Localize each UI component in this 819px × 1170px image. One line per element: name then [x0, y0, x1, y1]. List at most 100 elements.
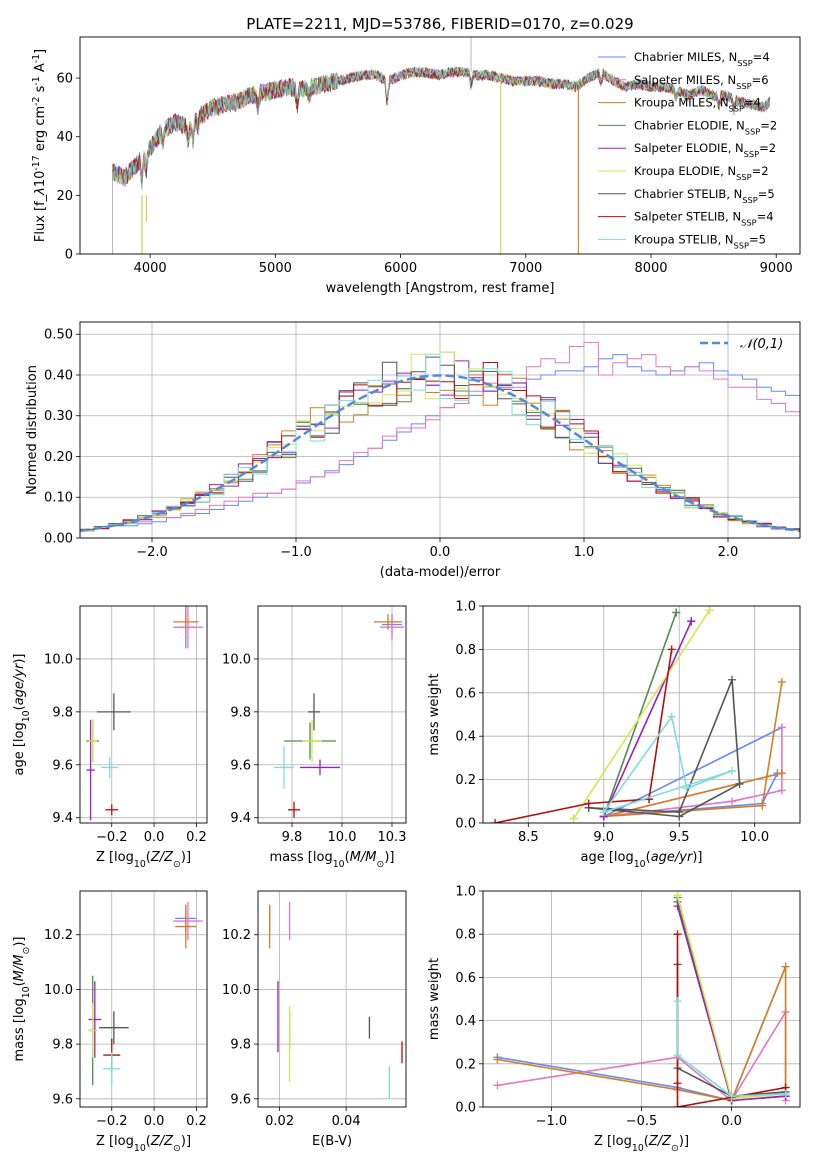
- x-tick-label: −0.2: [96, 1114, 128, 1129]
- y-axis-label: mass weight: [427, 673, 442, 755]
- y-tick-label: 9.8: [230, 705, 251, 720]
- x-tick-label: 10.0: [328, 830, 357, 845]
- x-tick-label: 7000: [509, 261, 542, 276]
- y-tick-label: 0.6: [455, 686, 476, 701]
- weight-marker: [777, 677, 786, 686]
- plot-area: [274, 613, 404, 818]
- weight-marker: [493, 1081, 502, 1090]
- y-tick-label: 9.4: [52, 811, 73, 826]
- y-tick-label: 0: [65, 248, 73, 263]
- panel-age-vs-Z: −0.2 0.0 0.2 9.4 9.6 9.8 10.0 Z [log10(Z/Z⊙)] ag…: [12, 605, 208, 870]
- weight-marker: [687, 617, 696, 626]
- x-tick-label: 0.2: [186, 1114, 207, 1129]
- y-tick-label: 10.0: [222, 983, 251, 998]
- weight-marker: [672, 608, 681, 617]
- spectrum-line: [112, 66, 771, 189]
- x-tick-label: −1.0: [536, 1114, 568, 1129]
- plot-area: [491, 606, 786, 823]
- figure-title: PLATE=2211, MJD=53786, FIBERID=0170, z=0…: [246, 15, 633, 33]
- weight-line: [676, 1001, 786, 1097]
- x-axis-label: (data-model)/error: [380, 565, 501, 580]
- histogram-step: [80, 341, 800, 531]
- weight-marker: [777, 786, 786, 795]
- y-tick-label: 9.6: [230, 758, 251, 773]
- y-tick-label: 20: [56, 189, 73, 204]
- x-tick-label: 9000: [760, 261, 793, 276]
- legend-label: 𝒩(0,1): [740, 337, 783, 352]
- axes-frame: [79, 36, 801, 255]
- x-tick-label: 0.2: [186, 830, 207, 845]
- x-tick-label: 6000: [384, 261, 417, 276]
- panel-age-vs-mass: 9.8 10.0 10.3 9.4 9.6 9.8 10.0 mass [log10(M/M⊙…: [222, 605, 406, 870]
- x-axis-label: E(B-V): [312, 1134, 352, 1149]
- weight-line: [603, 681, 783, 818]
- weight-marker: [728, 766, 737, 775]
- panel-weight-vs-Z: −1.0 −0.5 0.0 0.0 0.2 0.4 0.6 0.8 1.0 Z [log10(Z/…: [427, 885, 801, 1154]
- y-tick-label: 9.6: [230, 1092, 251, 1107]
- y-tick-label: 0.2: [455, 773, 476, 788]
- weight-marker: [675, 812, 684, 821]
- y-tick-label: 9.8: [52, 705, 73, 720]
- plot-area: [88, 901, 203, 1086]
- x-axis-label: mass [log10(M/M⊙)]: [270, 850, 395, 870]
- x-axis-label: age [log10(age/yr)]: [580, 850, 702, 870]
- weight-marker: [727, 1092, 736, 1101]
- y-axis-label: Normed distribution: [25, 365, 40, 495]
- plot-area: [268, 901, 403, 1099]
- weight-line: [603, 620, 693, 817]
- weight-marker: [673, 1079, 682, 1088]
- y-tick-label: 9.8: [52, 1038, 73, 1053]
- y-axis-label: age [log10(age/yr)]: [12, 653, 32, 775]
- y-tick-label: 9.6: [52, 1092, 73, 1107]
- legend-label: Salpeter STELIB, NSSP=4: [634, 210, 774, 228]
- weight-marker: [735, 779, 744, 788]
- x-tick-label: −1.0: [280, 545, 312, 560]
- legend-label: Kroupa STELIB, NSSP=5: [634, 232, 766, 250]
- plot-area: [86, 606, 203, 821]
- weight-marker: [569, 814, 578, 823]
- axes-frame: [482, 890, 801, 1108]
- x-tick-label: 4000: [134, 261, 167, 276]
- y-tick-label: 0.8: [455, 643, 476, 658]
- x-tick-label: 0.0: [721, 1114, 742, 1129]
- y-tick-label: 0.4: [455, 1014, 476, 1029]
- x-tick-label: 0.04: [332, 1114, 361, 1129]
- y-tick-label: 10.0: [222, 652, 251, 667]
- y-tick-label: 9.6: [52, 758, 73, 773]
- y-tick-label: 0.2: [455, 1057, 476, 1072]
- weight-marker: [673, 997, 682, 1006]
- weight-marker: [777, 723, 786, 732]
- spectrum-line: [112, 66, 771, 191]
- x-tick-label: 8.5: [518, 830, 539, 845]
- weight-line: [588, 679, 741, 818]
- x-tick-label: 5000: [259, 261, 292, 276]
- y-tick-label: 0.0: [455, 1101, 476, 1116]
- plot-area: [80, 341, 800, 533]
- y-tick-label: 0.4: [455, 730, 476, 745]
- y-tick-label: 40: [56, 130, 73, 145]
- legend-label: Chabrier ELODIE, NSSP=2: [634, 118, 777, 136]
- weight-marker: [673, 930, 682, 939]
- weight-marker: [584, 799, 593, 808]
- x-tick-label: 0.02: [265, 1114, 294, 1129]
- x-axis-label: Z [log10(Z/Z⊙)]: [96, 850, 191, 870]
- legend: Chabrier MILES, NSSP=4 Salpeter MILES, NS…: [598, 50, 777, 250]
- weight-marker: [758, 801, 767, 810]
- axes-frame: [257, 890, 407, 1108]
- panel-residuals: −2.0 −1.0 0.0 1.0 2.0 0.00 0.10 0.20 0.30 0.40 0.5…: [25, 321, 801, 580]
- weight-marker: [781, 1090, 790, 1099]
- y-tick-label: 1.0: [455, 600, 476, 615]
- panel-mass-vs-Z: −0.2 0.0 0.2 9.6 9.8 10.0 10.2 Z [log10(Z/Z⊙)] m…: [12, 890, 208, 1154]
- y-tick-label: 0.10: [44, 491, 73, 506]
- weight-line: [603, 726, 783, 818]
- weight-marker: [682, 784, 691, 793]
- x-tick-label: 9.0: [593, 830, 614, 845]
- weight-marker: [667, 712, 676, 721]
- y-tick-label: 0.30: [44, 409, 73, 424]
- plot-area: [493, 891, 790, 1107]
- legend-label: Chabrier MILES, NSSP=4: [634, 50, 770, 68]
- x-tick-label: 1.0: [574, 545, 595, 560]
- x-tick-label: 0.0: [144, 830, 165, 845]
- plot-area: [112, 37, 771, 254]
- weight-marker: [667, 645, 676, 654]
